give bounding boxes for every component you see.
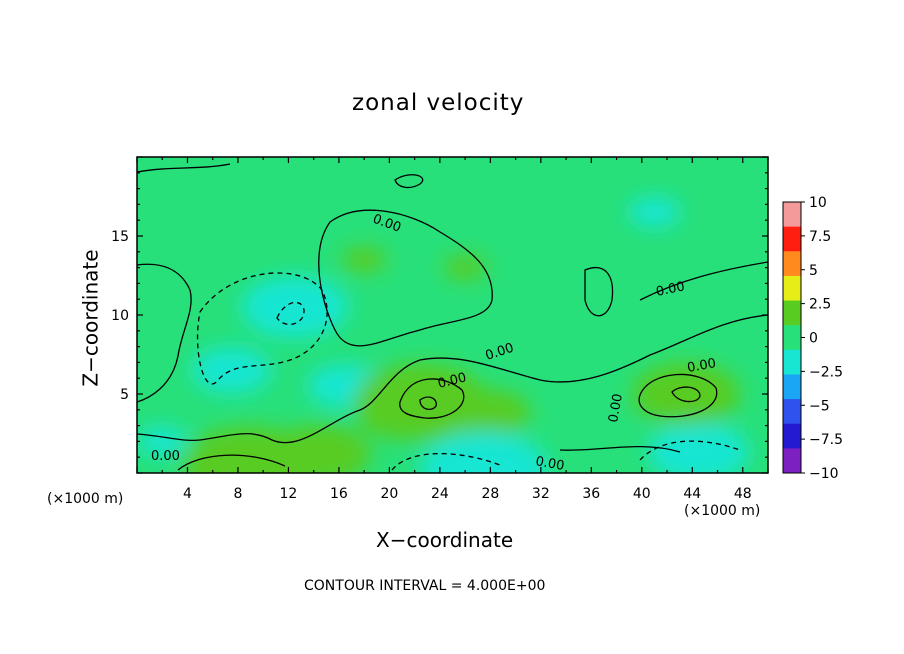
negative-contour [196, 272, 328, 385]
contour-line [559, 445, 681, 453]
contour-line [671, 386, 701, 403]
contour-line [394, 174, 424, 189]
colorbar-segment [783, 399, 801, 425]
x-tick-label: 12 [280, 486, 298, 502]
contour-lines [137, 163, 768, 471]
velocity-field [137, 157, 768, 473]
contour-line [399, 378, 465, 419]
contour-line [638, 373, 718, 418]
colorbar-label: 5 [809, 263, 818, 279]
colorbar-label: 10 [809, 195, 827, 211]
x-tick-label: 24 [431, 486, 449, 502]
colorbar-label: 2.5 [809, 297, 831, 313]
x-tick-label: 32 [532, 486, 550, 502]
colorbar-label: −7.5 [809, 432, 843, 448]
negative-contour [276, 301, 305, 326]
colorbar-label: −10 [809, 466, 839, 482]
x-tick-label: 28 [481, 486, 499, 502]
y-axis-label: Z−coordinate [78, 249, 103, 387]
colorbar-label: 0 [809, 331, 818, 347]
field-blob [137, 426, 188, 456]
negative-contour [639, 440, 741, 461]
field-blob [191, 347, 272, 394]
field-blob [443, 255, 487, 281]
contour-line [419, 396, 437, 411]
contour-interval-note: CONTOUR INTERVAL = 4.000E+00 [304, 578, 546, 594]
x-tick-label: 48 [734, 486, 752, 502]
colorbar-segment [783, 226, 801, 252]
colorbar-label: 7.5 [809, 229, 831, 245]
y-tick-label: 10 [111, 308, 129, 324]
x-tick-label: 40 [633, 486, 651, 502]
contour-label: 0.00 [606, 393, 626, 424]
colorbar-segment [783, 423, 801, 449]
colorbar-label: −5 [809, 398, 830, 414]
contour-line [137, 314, 768, 444]
negative-contour [391, 452, 501, 471]
x-tick-label: 16 [330, 486, 348, 502]
contour-label: 0.00 [655, 279, 686, 300]
x-axis-label: X−coordinate [376, 528, 514, 552]
colorbar: 10 7.5 5 2.5 0 −2.5 −5 −7.5 −10 [782, 195, 843, 482]
chart-title: zonal velocity [352, 90, 525, 116]
field-blob [628, 197, 681, 228]
colorbar-segment [783, 202, 801, 228]
colorbar-segment [783, 374, 801, 400]
contour-line [137, 263, 192, 403]
contour-line [639, 261, 768, 301]
field-blob [182, 425, 319, 473]
contour-line [177, 454, 286, 471]
y-tick-label: 5 [120, 387, 129, 403]
contour-line [584, 267, 614, 317]
x-tick-label: 44 [683, 486, 701, 502]
contour-line [318, 209, 493, 347]
x-tick-label: 36 [582, 486, 600, 502]
field-blob [647, 423, 750, 473]
x-tick-label: 8 [233, 486, 242, 502]
colorbar-segment [783, 325, 801, 351]
field-blob [353, 363, 488, 441]
field-blob [420, 431, 549, 473]
colorbar-segment [783, 275, 801, 302]
contour-label: 0.00 [151, 449, 180, 464]
field-blobs [137, 197, 750, 473]
contour-line [137, 163, 231, 173]
x-tick-label: 4 [183, 486, 192, 502]
colorbar-segment [783, 349, 801, 375]
x-tick-label: 20 [380, 486, 398, 502]
contour-label: 0.00 [686, 356, 717, 376]
field-blob [342, 246, 387, 273]
colorbar-segment [783, 251, 801, 277]
contour-label: 0.00 [436, 370, 468, 392]
y-tick-label: 15 [111, 229, 129, 245]
colorbar-segment [783, 300, 801, 326]
contour-label: 0.00 [534, 454, 565, 474]
field-blob [240, 275, 349, 339]
x-unit-left: (×1000 m) [47, 491, 124, 507]
colorbar-label: −2.5 [809, 364, 843, 380]
colorbar-segment [783, 448, 801, 474]
x-unit-right: (×1000 m) [684, 503, 761, 519]
